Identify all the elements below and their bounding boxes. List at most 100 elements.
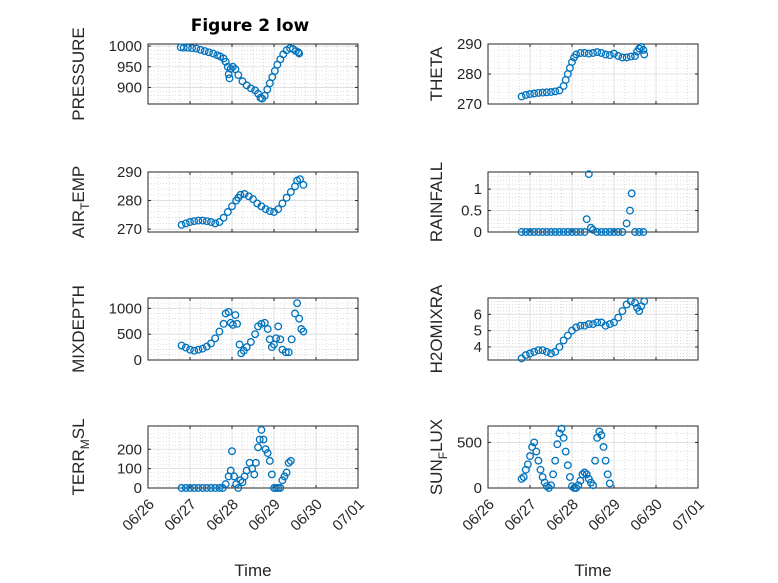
x-axis-label: Time [574, 561, 611, 580]
data-point [278, 476, 287, 485]
data-point [601, 456, 610, 465]
data-point [198, 216, 207, 225]
axes-box [147, 425, 359, 489]
data-point [547, 88, 555, 96]
x-tick-label: 06/28 [203, 496, 242, 535]
data-point [563, 228, 572, 236]
axes-box [147, 297, 359, 361]
y-tick-label: 270 [457, 96, 482, 113]
data-point [565, 473, 574, 482]
data-point [282, 193, 291, 202]
data-point [265, 456, 274, 465]
x-tick-label: 06/29 [585, 496, 624, 535]
y-tick-label: 4 [474, 339, 482, 356]
y-axis-label: RAINFALL [427, 162, 446, 242]
data-point [295, 314, 304, 323]
data-point [192, 44, 201, 53]
axes-box [487, 171, 699, 233]
x-tick-label: 07/01 [329, 496, 368, 535]
y-tick-label: 1000 [109, 38, 142, 55]
data-point [224, 308, 233, 316]
data-point [599, 443, 608, 451]
data-point [196, 45, 205, 54]
data-point [263, 449, 272, 458]
data-point [194, 345, 203, 354]
data-point [526, 349, 534, 358]
subplot-air-temp: 270 280 290 AIRTEMP [69, 164, 359, 238]
data-point [284, 348, 293, 357]
data-point [572, 323, 581, 332]
data-point [597, 49, 606, 57]
data-point [225, 74, 234, 83]
y-axis-label: PRESSURE [69, 27, 88, 121]
subplot-rainfall: 0 0.5 1 RAINFALL [427, 162, 699, 242]
data-point [551, 347, 560, 356]
data-point [591, 456, 600, 465]
data-point [215, 327, 224, 336]
data-point [230, 472, 239, 481]
data-point [542, 88, 551, 97]
data-point [287, 335, 296, 344]
data-point [534, 456, 543, 465]
data-point [255, 435, 264, 444]
data-point [530, 347, 539, 356]
data-point [177, 341, 186, 350]
y-tick-label: 0 [134, 480, 142, 497]
data-point [265, 207, 274, 216]
data-point [198, 484, 207, 492]
data-point [233, 319, 241, 328]
data-point [580, 321, 589, 330]
data-point [639, 46, 648, 54]
y-axis-label: TERRMSL [69, 418, 92, 495]
data-point [580, 468, 589, 477]
y-tick-label: 6 [474, 306, 482, 323]
subplot-pressure: 900 950 1000 PRESSURE [69, 27, 359, 121]
data-point [557, 424, 566, 433]
data-point [584, 170, 593, 179]
data-point [521, 351, 530, 360]
subplot-sunflux: 0 500 SUNFLUX 06/26 06/27 06/28 06/29 06/30 07/0… [427, 419, 708, 580]
data-point [640, 50, 649, 59]
data-point [534, 88, 543, 97]
y-tick-label: 200 [117, 441, 142, 458]
data-point [627, 189, 636, 198]
data-point [618, 307, 627, 316]
data-point [211, 484, 220, 492]
data-point [580, 49, 589, 57]
data-point [261, 205, 270, 214]
data-point [200, 47, 209, 55]
data-point [215, 484, 224, 492]
data-point [251, 458, 260, 467]
data-point [284, 458, 293, 467]
data-point [530, 89, 539, 98]
data-point [572, 228, 581, 236]
data-point [198, 344, 207, 353]
data-point [226, 64, 235, 73]
data-point [228, 202, 236, 211]
data-point [618, 53, 627, 62]
data-point [538, 88, 547, 97]
subplot-mixdepth: 0 500 1000 MIXDEPTH [69, 285, 359, 373]
data-point [238, 77, 247, 86]
data-point [228, 62, 237, 71]
data-point [299, 327, 308, 336]
data-point [207, 484, 215, 492]
data-point [586, 223, 595, 232]
data-point [251, 330, 260, 339]
y-tick-label: 1 [474, 181, 482, 198]
data-point [519, 473, 528, 482]
data-point [286, 456, 295, 465]
x-tick-label: 06/28 [543, 496, 582, 535]
data-point [267, 470, 276, 479]
data-point [528, 443, 537, 451]
data-point [589, 225, 597, 234]
data-point [572, 50, 581, 59]
data-point [296, 175, 304, 184]
data-point [605, 51, 614, 60]
data-point [536, 465, 545, 474]
data-point [260, 318, 269, 327]
subplot-terrain-msl: 0 100 200 TERRMSL 06/26 06/27 06/28 06/29 06/30 0… [69, 418, 368, 580]
data-point [219, 213, 228, 222]
data-point [542, 347, 551, 356]
data-point [190, 217, 199, 226]
